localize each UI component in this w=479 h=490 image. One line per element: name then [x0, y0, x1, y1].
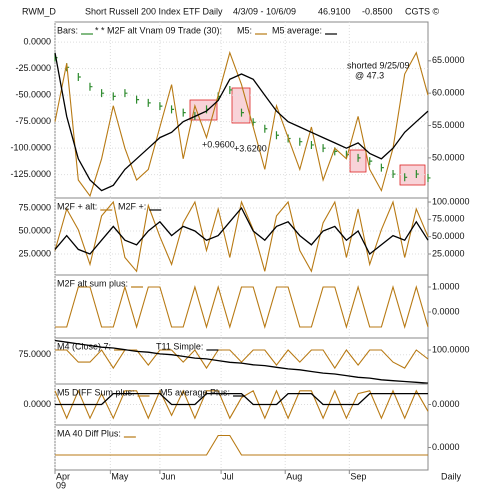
legend-label: M5 average Plus:: [160, 387, 230, 397]
annotation: @ 47.3: [355, 70, 384, 80]
price-bar: [369, 157, 373, 166]
legend-label: M5 DIFF Sum plus:: [57, 387, 135, 397]
price-bar: [264, 124, 268, 133]
y2-tick-label: 50.0000: [432, 231, 465, 241]
price-bar: [182, 108, 186, 117]
legend-label: Bars:: [57, 25, 78, 35]
price-bar: [380, 163, 384, 172]
legend-label: M4 (Close) 7:: [57, 341, 111, 351]
y2-tick-label: 100.0000: [432, 196, 470, 206]
y2-tick-label: 50.0000: [432, 152, 465, 162]
y-tick-label: -25.0000: [15, 63, 51, 73]
price-bar: [322, 144, 326, 153]
price-bar: [415, 170, 419, 179]
annotation: +3.6200: [234, 143, 267, 153]
y2-tick-label: 75.0000: [432, 214, 465, 224]
y-tick-label: 50.0000: [18, 225, 51, 235]
price-bar: [147, 98, 151, 107]
price-bar: [229, 85, 233, 94]
y2-tick-label: 65.0000: [432, 55, 465, 65]
legend-label: MA 40 Diff Plus:: [57, 428, 121, 438]
annotation: +0.9600: [202, 139, 235, 149]
price-bar: [275, 131, 279, 140]
price-bar: [299, 137, 303, 146]
symbol: RWM_D: [22, 6, 56, 16]
annotation: shorted 9/25/09: [347, 60, 410, 70]
y-tick-label: -125.0000: [10, 169, 51, 179]
y-tick-label: 0.0000: [23, 399, 51, 409]
legend-label: M5 average:: [272, 25, 322, 35]
price-bar: [159, 102, 163, 111]
y2-tick-label: 25.0000: [432, 248, 465, 258]
y-tick-label: 25.0000: [18, 248, 51, 258]
y-tick-label: -100.0000: [10, 143, 51, 153]
legend-label: M2F alt sum plus:: [57, 278, 128, 288]
y2-tick-label: 55.0000: [432, 120, 465, 130]
y-tick-label: -50.0000: [15, 90, 51, 100]
last-price: 46.9100: [318, 6, 351, 16]
price-bar: [135, 95, 140, 104]
x-tick-label: Sep: [350, 471, 366, 481]
price-bar: [89, 82, 93, 91]
series-line: [55, 349, 429, 370]
x-tick-label: Aug: [286, 471, 302, 481]
chart-title: Short Russell 200 Index ETF Daily: [85, 6, 223, 16]
price-bar: [404, 173, 408, 182]
price-bar: [77, 73, 81, 81]
price-change: -0.8500: [362, 6, 393, 16]
x-tick-label: May: [111, 471, 129, 481]
y2-tick-label: 0.0000: [432, 399, 460, 409]
y2-tick-label: 0.0000: [432, 306, 460, 316]
legend-label: T11 Simple:: [156, 341, 203, 351]
y-tick-label: -75.0000: [15, 116, 51, 126]
series-line: [54, 50, 429, 198]
year-label: 09: [56, 480, 66, 490]
series-line: [54, 389, 429, 420]
trade-box: [231, 87, 251, 124]
date-range: 4/3/09 - 10/6/09: [233, 6, 296, 16]
y2-tick-label: 60.0000: [432, 88, 465, 98]
series-line: [54, 206, 429, 256]
price-bar: [392, 170, 396, 179]
legend-label: M2F + alt:: [57, 201, 97, 211]
price-bar: [427, 173, 431, 182]
x-axis-label: Daily: [441, 471, 462, 481]
series-line: [55, 392, 428, 406]
price-bar: [357, 153, 361, 162]
legend-label: M2F +:: [118, 201, 146, 211]
series-line: [54, 52, 429, 192]
series-line: [54, 339, 429, 384]
x-tick-label: Jun: [161, 471, 176, 481]
credit: CGTS ©: [405, 6, 440, 16]
x-tick-label: Jul: [222, 471, 234, 481]
legend-label: M5:: [237, 25, 252, 35]
y2-tick-label: 0.0000: [432, 442, 460, 452]
price-bar: [170, 105, 175, 114]
y2-tick-label: 100.0000: [432, 344, 470, 354]
price-bar: [112, 92, 116, 101]
price-bar: [124, 89, 128, 98]
y-tick-label: 0.0000: [23, 37, 51, 47]
series-line: [55, 285, 429, 329]
price-bar: [240, 108, 244, 117]
y-tick-label: 75.0000: [18, 202, 51, 212]
study-label: * * M2F alt Vnam 09 Trade (30):: [95, 25, 222, 35]
price-bar: [101, 89, 105, 98]
price-bar: [310, 140, 314, 149]
series-line: [55, 434, 428, 456]
x-tick-label: Apr: [56, 471, 70, 481]
y2-tick-label: 1.0000: [432, 281, 460, 291]
y-tick-label: 75.0000: [18, 349, 51, 359]
